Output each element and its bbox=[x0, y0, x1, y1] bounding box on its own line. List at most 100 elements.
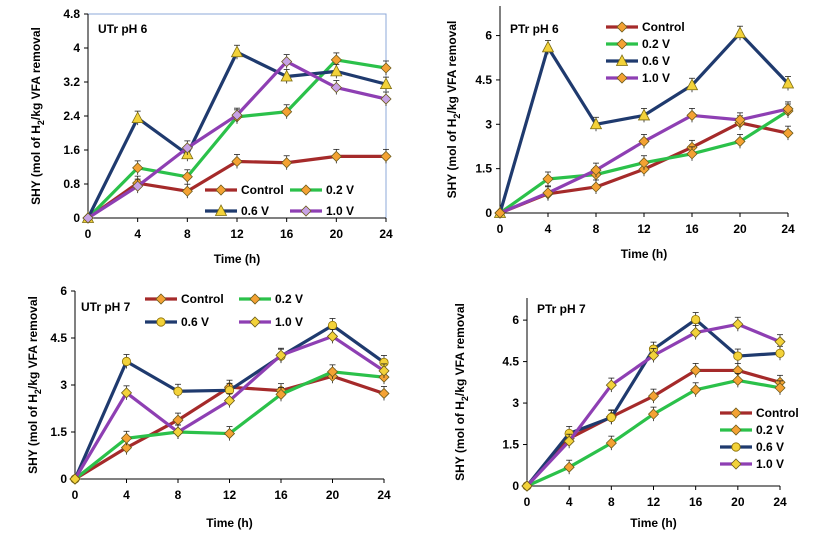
chart-panel-ptr-ph-7: 0 4 8 12 16 20 24 0 1.5 3 4.5 6 PTr pH 7 Time (h) SHY … bbox=[453, 298, 799, 530]
y-tick-label: 0 bbox=[60, 472, 67, 486]
data-point-control bbox=[782, 127, 794, 139]
x-tick-label: 24 bbox=[379, 227, 393, 241]
legend-item-1-0-v: 1.0 V bbox=[239, 315, 303, 329]
data-point-1-0-v bbox=[378, 365, 390, 377]
legend-label: 1.0 V bbox=[642, 71, 670, 85]
y-tick-label: 2.4 bbox=[63, 109, 80, 123]
x-tick-label: 16 bbox=[685, 222, 699, 236]
data-point-0-6-v bbox=[781, 76, 795, 89]
data-point-control bbox=[380, 150, 392, 162]
series-line-1-0-v bbox=[73, 334, 385, 480]
x-tick-label: 0 bbox=[524, 495, 531, 509]
data-point-1-0-v bbox=[172, 426, 184, 438]
data-point-1-0-v bbox=[521, 480, 533, 492]
data-point-0-2-v bbox=[647, 408, 660, 420]
x-axis-title: Time (h) bbox=[214, 252, 260, 266]
y-axis-title: SHY (mol of H2/kg VFA removal bbox=[453, 303, 470, 481]
y-tick-label: 0.8 bbox=[63, 177, 80, 191]
data-point-0-2-v bbox=[380, 62, 392, 74]
x-tick-label: 12 bbox=[647, 495, 661, 509]
x-tick-label: 12 bbox=[637, 222, 651, 236]
x-tick-label: 4 bbox=[123, 488, 130, 502]
y-tick-label: 6 bbox=[485, 29, 492, 43]
y-tick-label: 6 bbox=[60, 284, 67, 298]
legend-marker bbox=[731, 442, 741, 452]
legend-marker bbox=[616, 72, 628, 84]
panel-title: UTr pH 7 bbox=[81, 300, 131, 314]
data-point-0-2-v bbox=[774, 382, 786, 394]
legend-item-0-2-v: 0.2 V bbox=[606, 37, 670, 51]
x-tick-label: 24 bbox=[773, 495, 787, 509]
legend-label: 1.0 V bbox=[275, 315, 303, 329]
x-tick-label: 24 bbox=[781, 222, 795, 236]
y-axis-title: SHY (mol of H2/kg VFA removal bbox=[26, 296, 43, 474]
legend-item-1-0-v: 1.0 V bbox=[606, 71, 670, 85]
data-point-1-0-v bbox=[330, 81, 342, 94]
legend-marker bbox=[615, 54, 629, 66]
data-point-1-0-v bbox=[734, 114, 746, 126]
data-point-0-2-v bbox=[734, 135, 746, 148]
y-tick-label: 1.5 bbox=[50, 425, 67, 439]
x-tick-label: 20 bbox=[326, 488, 340, 502]
legend-label: 1.0 V bbox=[326, 204, 354, 218]
data-point-1-0-v bbox=[82, 212, 94, 224]
data-point-1-0-v bbox=[275, 349, 287, 361]
y-axis-title: SHY (mol of H2/kg VFA removal bbox=[445, 21, 462, 199]
data-point-1-0-v bbox=[686, 109, 698, 121]
legend-item-control: Control bbox=[145, 292, 224, 306]
legend-label: Control bbox=[642, 20, 685, 34]
legend-marker bbox=[730, 458, 742, 470]
chart-panel-utr-ph-6: 0 4 8 12 16 20 24 0 0.8 1.6 2.4 3.2 4 4.8 UTr pH 6 Time… bbox=[29, 7, 393, 266]
x-axis-title: Time (h) bbox=[630, 516, 676, 530]
series-0-6-v bbox=[493, 25, 795, 218]
data-point-0-6-v bbox=[637, 108, 651, 121]
legend-item-0-6-v: 0.6 V bbox=[205, 204, 269, 218]
data-point-1-0-v bbox=[223, 395, 236, 407]
y-tick-label: 3 bbox=[485, 117, 492, 131]
legend-item-1-0-v: 1.0 V bbox=[720, 457, 784, 471]
legend-item-1-0-v: 1.0 V bbox=[290, 204, 354, 218]
data-point-0-2-v bbox=[132, 162, 144, 174]
x-tick-label: 0 bbox=[497, 222, 504, 236]
x-tick-label: 24 bbox=[377, 488, 391, 502]
legend: Control 0.2 V 0.6 V 1.0 V bbox=[720, 406, 799, 471]
legend-marker bbox=[300, 205, 312, 217]
legend-item-control: Control bbox=[720, 406, 799, 420]
x-axis-title: Time (h) bbox=[206, 516, 252, 530]
y-tick-label: 4.5 bbox=[50, 331, 67, 345]
legend-item-0-2-v: 0.2 V bbox=[720, 423, 784, 437]
data-point-0-2-v bbox=[542, 173, 554, 185]
series-1-0-v bbox=[69, 329, 390, 485]
x-tick-label: 4 bbox=[134, 227, 141, 241]
legend-label: Control bbox=[241, 183, 284, 197]
legend-marker bbox=[730, 407, 742, 419]
legend-item-0-6-v: 0.6 V bbox=[720, 440, 784, 454]
data-point-1-0-v bbox=[494, 207, 506, 219]
data-point-1-0-v bbox=[120, 387, 133, 399]
data-point-0-6-v bbox=[173, 386, 183, 396]
chart-panel-utr-ph-7: 0 4 8 12 16 20 24 0 1.5 3 4.5 6 UTr pH 7 Time (h) SHY … bbox=[26, 284, 391, 530]
series-0-2-v bbox=[69, 364, 390, 485]
data-point-0-2-v bbox=[223, 428, 236, 440]
legend: Control 0.2 V 0.6 V 1.0 V bbox=[606, 20, 685, 85]
legend: Control 0.2 V 0.6 V 1.0 V bbox=[145, 292, 303, 329]
series-1-0-v bbox=[494, 101, 794, 219]
data-point-1-0-v bbox=[732, 318, 744, 330]
y-axis-title: SHY (mol of H2/kg VFA removal bbox=[29, 27, 46, 205]
data-point-0-6-v bbox=[733, 351, 743, 361]
y-tick-label: 3 bbox=[512, 396, 519, 410]
data-point-0-2-v bbox=[326, 366, 339, 378]
y-tick-label: 4 bbox=[73, 41, 80, 55]
data-point-control bbox=[120, 442, 133, 454]
data-point-1-0-v bbox=[281, 56, 293, 68]
panel-title: UTr pH 6 bbox=[98, 22, 148, 36]
legend-label: 0.6 V bbox=[756, 440, 784, 454]
data-point-0-6-v bbox=[685, 78, 699, 91]
legend-marker bbox=[249, 293, 261, 305]
data-point-1-0-v bbox=[542, 187, 554, 199]
data-point-1-0-v bbox=[132, 180, 144, 192]
data-point-0-6-v bbox=[589, 117, 603, 130]
x-tick-label: 0 bbox=[85, 227, 92, 241]
data-point-1-0-v bbox=[563, 435, 575, 447]
data-point-0-2-v bbox=[686, 148, 698, 160]
